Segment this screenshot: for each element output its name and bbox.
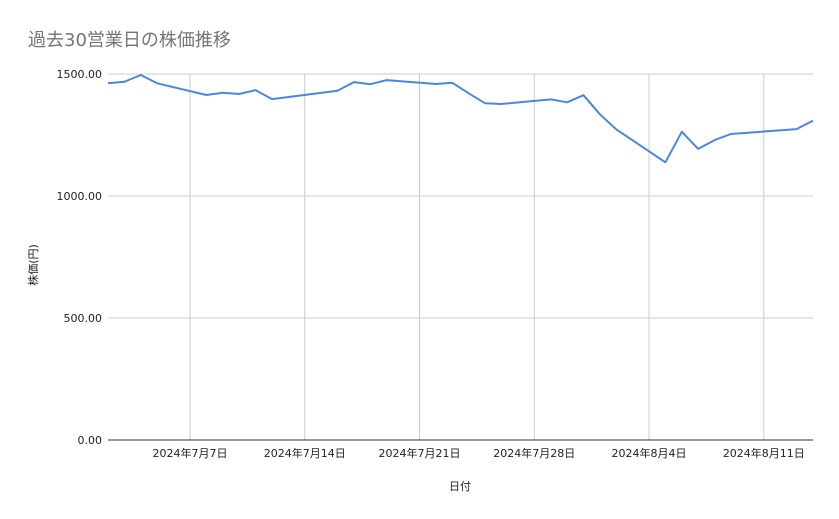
x-tick-label: 2024年7月21日: [379, 446, 461, 460]
y-axis-label: 株価(円): [26, 244, 40, 286]
y-tick-label: 1000.00: [57, 190, 103, 203]
chart-title: 過去30営業日の株価推移: [28, 30, 231, 51]
x-tick-label: 2024年7月28日: [493, 446, 575, 460]
y-tick-label: 1500.00: [57, 68, 103, 81]
x-tick-label: 2024年8月4日: [612, 446, 687, 460]
y-tick-label: 500.00: [64, 312, 103, 325]
x-tick-label: 2024年7月14日: [264, 446, 346, 460]
y-tick-label: 0.00: [78, 434, 103, 447]
x-tick-label: 2024年8月11日: [723, 446, 805, 460]
x-tick-label: 2024年7月7日: [152, 446, 227, 460]
price-line: [107, 74, 814, 164]
x-axis-label: 日付: [449, 480, 471, 493]
